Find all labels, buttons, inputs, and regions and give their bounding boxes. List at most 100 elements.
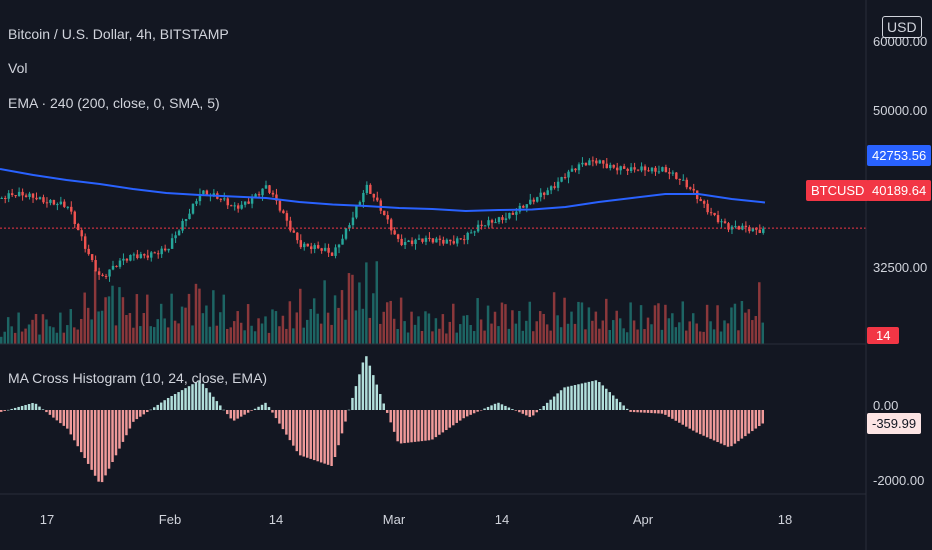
candle-body	[32, 194, 34, 198]
histogram-bar	[595, 380, 597, 410]
candle-body	[428, 238, 430, 239]
volume-bar	[10, 326, 12, 344]
candle-body	[602, 160, 604, 163]
volume-bar	[195, 284, 197, 344]
histogram-bar	[410, 410, 412, 442]
candle-body	[599, 160, 601, 163]
candle-body	[244, 202, 246, 205]
volume-bar	[615, 311, 617, 344]
candle-body	[282, 211, 284, 214]
volume-legend[interactable]: Vol	[8, 60, 27, 76]
candle-body	[539, 193, 541, 197]
histogram-bar	[296, 410, 298, 451]
volume-bar	[365, 262, 367, 344]
volume-bar	[483, 331, 485, 344]
histogram-bar	[323, 410, 325, 464]
volume-bar	[689, 321, 691, 344]
volume-bar	[323, 280, 325, 344]
candle-body	[227, 198, 229, 205]
candle-body	[167, 249, 169, 250]
volume-bar	[118, 287, 120, 344]
candle-body	[675, 173, 677, 179]
candle-body	[317, 245, 319, 248]
volume-bar	[469, 325, 471, 344]
volume-bar	[177, 323, 179, 344]
histogram-bar	[10, 409, 12, 410]
candle-body	[300, 240, 302, 247]
candle-body	[404, 242, 406, 245]
candle-body	[512, 213, 514, 215]
histogram-bar	[449, 410, 451, 428]
histogram-bar	[734, 410, 736, 444]
histogram-bar	[28, 404, 30, 410]
histogram-legend[interactable]: MA Cross Histogram (10, 24, close, EMA)	[8, 370, 267, 386]
candle-body	[56, 204, 58, 205]
candle-body	[480, 225, 482, 226]
volume-bar	[744, 313, 746, 344]
histogram-bar	[177, 392, 179, 410]
histogram-bar	[136, 410, 138, 419]
volume-bar	[595, 312, 597, 344]
volume-bar	[250, 326, 252, 344]
volume-bar	[494, 312, 496, 344]
histogram-bar	[254, 409, 256, 410]
histogram-bar	[386, 410, 388, 413]
candle-body	[122, 259, 124, 261]
volume-bar	[247, 304, 249, 344]
histogram-bar	[355, 386, 357, 410]
volume-bar	[264, 316, 266, 344]
histogram-bar	[118, 410, 120, 449]
histogram-bar	[383, 403, 385, 410]
histogram-bar	[188, 386, 190, 410]
histogram-bar	[407, 410, 409, 443]
candle-body	[397, 234, 399, 239]
histogram-bar	[574, 385, 576, 410]
candle-body	[484, 225, 486, 226]
candle-body	[303, 244, 305, 247]
candle-body	[706, 204, 708, 212]
candle-body	[581, 163, 583, 165]
volume-bar	[219, 312, 221, 344]
candle-body	[498, 217, 500, 222]
histogram-bar	[452, 410, 454, 425]
volume-bar	[421, 331, 423, 344]
candle-body	[679, 179, 681, 180]
candle-body	[164, 249, 166, 251]
candle-body	[84, 236, 86, 249]
histogram-bar	[483, 409, 485, 410]
candle-body	[133, 254, 135, 255]
candle-body	[487, 220, 489, 225]
volume-bar	[445, 333, 447, 344]
volume-bar	[17, 313, 19, 344]
histogram-bar	[431, 410, 433, 439]
histogram-bar	[466, 410, 468, 416]
histogram-bar	[115, 410, 117, 455]
histogram-bar	[633, 410, 635, 412]
volume-bar	[226, 329, 228, 344]
volume-bar	[59, 313, 61, 344]
histogram-bar	[108, 410, 110, 469]
ema-legend[interactable]: EMA · 240 (200, close, 0, SMA, 5)	[8, 95, 220, 111]
histogram-bar	[584, 383, 586, 410]
histogram-bar	[494, 404, 496, 410]
symbol-title[interactable]: Bitcoin / U.S. Dollar, 4h, BITSTAMP	[8, 26, 229, 42]
volume-bar	[66, 325, 68, 344]
volume-bar	[751, 320, 753, 344]
volume-bar	[682, 301, 684, 344]
volume-bar	[257, 318, 259, 344]
histogram-bar	[490, 405, 492, 410]
volume-bar	[522, 331, 524, 344]
candle-body	[522, 206, 524, 208]
candle-body	[546, 190, 548, 195]
candle-body	[619, 166, 621, 170]
candle-body	[247, 202, 249, 204]
histogram-bar	[320, 410, 322, 462]
candle-body	[672, 173, 674, 174]
candle-body	[91, 254, 93, 260]
volume-bar	[452, 304, 454, 344]
candle-body	[42, 197, 44, 202]
candle-body	[449, 240, 451, 241]
candle-body	[724, 221, 726, 223]
histogram-bar	[511, 409, 513, 410]
